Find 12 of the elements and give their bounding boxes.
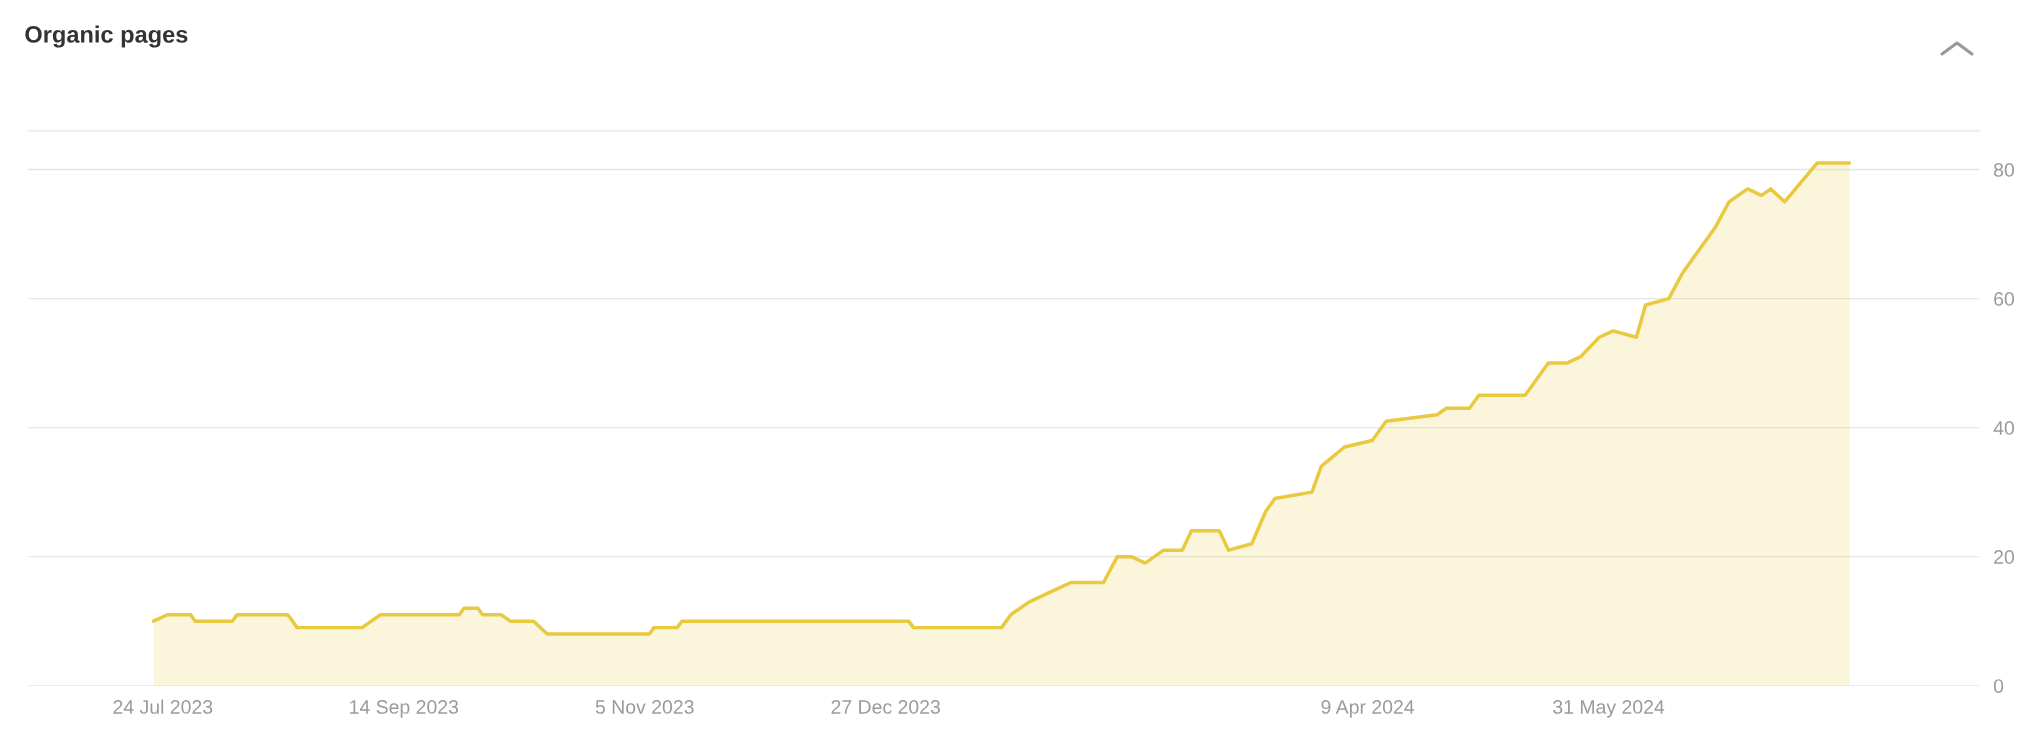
x-tick-label: 9 Apr 2024 bbox=[1321, 700, 1415, 718]
y-tick-label: 40 bbox=[1993, 421, 2015, 435]
x-tick-label: 27 Dec 2023 bbox=[831, 700, 940, 714]
x-tick-label: 31 May 2024 bbox=[1553, 700, 1665, 718]
y-tick-label: 80 bbox=[1993, 163, 2015, 177]
chart-title: Organic pages bbox=[25, 25, 188, 48]
x-tick-label: 5 Nov 2023 bbox=[595, 700, 694, 714]
y-tick-label: 20 bbox=[1994, 550, 2015, 564]
y-tick-label: 0 bbox=[1993, 679, 2004, 693]
y-tick-label: 60 bbox=[1994, 292, 2015, 306]
x-tick-label: 14 Sep 2023 bbox=[350, 700, 459, 718]
x-tick-label: 24 Jul 2023 bbox=[113, 699, 213, 714]
